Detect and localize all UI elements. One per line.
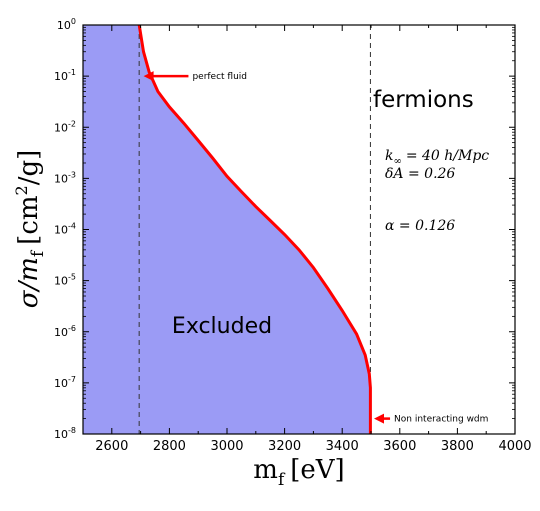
- y-tick-label: 10-7: [54, 375, 76, 390]
- perfect-fluid-label: perfect fluid: [192, 72, 247, 82]
- y-tick-label: 10-2: [54, 119, 76, 134]
- non-interacting-wdm-annotation: Non interacting wdm: [374, 413, 488, 425]
- k-infinity-label: k∞ = 40 h/Mpc: [385, 148, 489, 167]
- x-tick-label: 4000: [498, 439, 531, 454]
- y-axis-label: σ/mf[cm2/g]: [12, 150, 48, 309]
- panel-title: fermions: [373, 87, 474, 113]
- x-axis-ticks: 2600 2800 3000 3200 3400 3600 3800 4000: [82, 25, 532, 454]
- x-tick-label: 3600: [383, 439, 416, 454]
- y-axis-ticks: 100 10-1 10-2 10-3 10-4 10-5 10-6 10-7 10-8: [54, 17, 515, 441]
- exclusion-boundary-curve: [137, 24, 372, 434]
- x-axis-label: mf [eV]: [253, 455, 344, 490]
- perfect-fluid-arrow-head: [143, 71, 154, 82]
- non-interacting-wdm-label: Non interacting wdm: [394, 415, 488, 425]
- x-tick-label: 3400: [326, 439, 359, 454]
- y-tick-label: 10-3: [54, 170, 76, 185]
- y-tick-label: 100: [57, 17, 76, 32]
- alpha-label: α = 0.126: [385, 218, 455, 234]
- y-tick-label: 10-5: [54, 273, 76, 288]
- annotations: perfect fluid Non interacting wdm: [143, 71, 488, 425]
- x-tick-label: 3800: [441, 439, 474, 454]
- x-tick-label: 2800: [153, 439, 186, 454]
- y-tick-label: 10-1: [54, 68, 76, 83]
- excluded-label: Excluded: [172, 314, 272, 339]
- perfect-fluid-annotation: perfect fluid: [143, 71, 247, 82]
- non-interacting-wdm-arrow-head: [374, 413, 384, 424]
- excluded-region: [83, 25, 371, 434]
- plot-area: perfect fluid Non interacting wdm Exclude…: [83, 24, 489, 434]
- y-tick-label: 10-4: [54, 222, 76, 237]
- y-tick-label: 10-6: [54, 324, 76, 339]
- x-tick-label: 2600: [95, 439, 128, 454]
- y-tick-label: 10-8: [54, 426, 76, 441]
- x-tick-label: 3000: [210, 439, 243, 454]
- x-tick-label: 3200: [268, 439, 301, 454]
- delta-a-label: δA = 0.26: [385, 166, 455, 182]
